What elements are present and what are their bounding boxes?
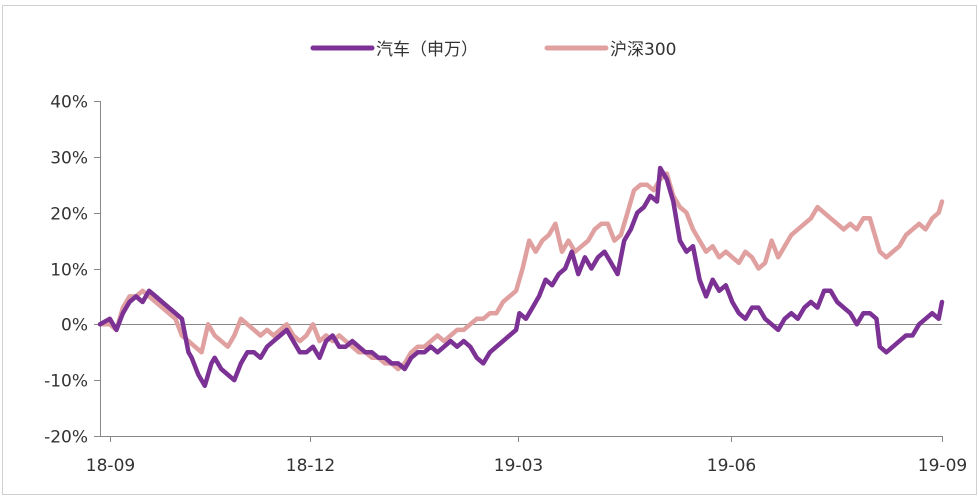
x-tick-label: 18-09 <box>86 456 135 476</box>
x-tick-label: 19-03 <box>494 456 543 476</box>
y-axis: 40% 30% 20% 10% 0% -10% -20% <box>44 93 101 448</box>
x-tick-label: 18-12 <box>286 456 335 476</box>
legend: 汽车（申万） 沪深300 <box>310 40 676 60</box>
y-tick-label: 0% <box>61 316 88 336</box>
y-tick-label: -10% <box>44 372 88 392</box>
x-tick-label: 19-06 <box>707 456 756 476</box>
x-axis: 18-09 18-12 19-03 19-06 19-09 <box>86 324 967 476</box>
legend-label-1: 沪深300 <box>610 40 676 60</box>
y-tick-label: 40% <box>50 93 88 113</box>
x-tick-label: 19-09 <box>918 456 967 476</box>
series-line-1 <box>97 171 945 372</box>
series-line-0 <box>97 165 945 389</box>
chart-frame <box>2 5 977 495</box>
y-tick-label: 10% <box>50 261 88 281</box>
y-tick-label: 20% <box>50 205 88 225</box>
y-tick-label: 30% <box>50 149 88 169</box>
legend-label-0: 汽车（申万） <box>376 40 478 60</box>
y-tick-label: -20% <box>44 428 88 448</box>
series-layer <box>97 165 945 389</box>
